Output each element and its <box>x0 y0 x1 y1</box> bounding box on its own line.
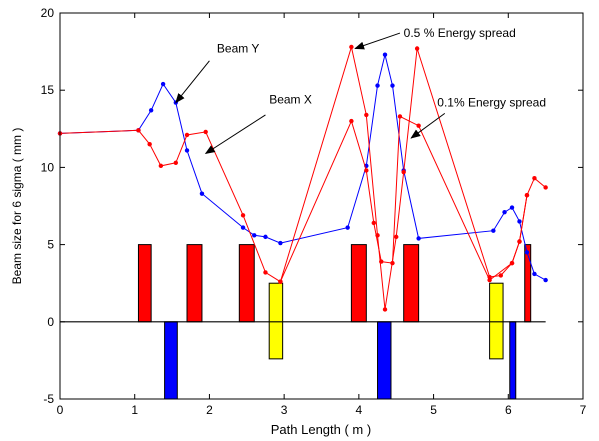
data-point <box>199 191 205 196</box>
data-point <box>382 52 388 57</box>
focusing-magnet <box>137 244 152 323</box>
yellow-element <box>489 282 504 360</box>
data-point <box>524 250 530 255</box>
data-point <box>416 123 421 128</box>
data-point <box>487 277 492 283</box>
x-tick-label: 4 <box>356 403 363 417</box>
data-point <box>532 176 537 181</box>
data-point <box>160 81 166 87</box>
y-tick-label: 0 <box>47 315 54 329</box>
data-point <box>158 163 164 169</box>
data-point <box>148 108 154 113</box>
annotation-arrow <box>175 60 210 104</box>
data-point <box>416 236 421 241</box>
x-tick-label: 2 <box>206 403 213 417</box>
data-point <box>524 192 530 198</box>
y-tick-label: 15 <box>41 83 55 97</box>
data-point <box>390 83 395 88</box>
data-point <box>379 259 384 264</box>
data-point <box>532 271 537 277</box>
annotation-arrow <box>354 32 401 50</box>
data-point <box>517 239 522 244</box>
defocusing-magnet <box>164 321 178 400</box>
x-tick-label: 6 <box>505 403 512 417</box>
data-point <box>278 279 283 284</box>
data-point <box>263 270 268 275</box>
annotation-label: Beam Y <box>217 42 259 56</box>
focusing-magnet <box>524 244 532 323</box>
y-tick-label: 5 <box>47 238 54 252</box>
plot-area <box>60 13 583 399</box>
y-tick-label: 20 <box>41 6 55 20</box>
data-point <box>382 307 388 312</box>
data-point <box>173 160 179 165</box>
data-point <box>371 220 376 226</box>
defocusing-magnet <box>509 321 517 400</box>
annotation-label: 0.1% Energy spread <box>437 96 546 110</box>
data-point <box>397 114 403 119</box>
data-point <box>136 128 141 133</box>
y-axis-label: Beam size for 6 sigma ( mm ) <box>10 128 24 285</box>
plot-frame <box>59 12 584 400</box>
data-point <box>543 277 548 283</box>
x-tick-label: 7 <box>580 403 587 417</box>
data-point <box>517 219 522 224</box>
data-point <box>394 234 399 240</box>
data-point <box>240 225 246 230</box>
x-tick-label: 0 <box>57 403 64 417</box>
data-point <box>401 169 406 175</box>
data-point <box>509 205 515 210</box>
data-point <box>375 83 380 88</box>
annotation-label: 0.5 % Energy spread <box>404 26 516 40</box>
data-point <box>203 129 208 135</box>
focusing-magnet <box>186 244 203 323</box>
x-tick-label: 1 <box>131 403 138 417</box>
data-point <box>390 260 395 266</box>
data-point <box>252 233 257 238</box>
data-point <box>278 240 283 246</box>
yellow-element <box>268 282 284 360</box>
y-tick-label: 10 <box>41 160 55 174</box>
data-point <box>349 44 354 50</box>
series-2 <box>278 114 530 284</box>
data-point <box>509 260 515 266</box>
annotations: Beam Y Beam X 0.5 % Energy spread 0.1% Ener… <box>175 26 546 155</box>
data-point <box>502 209 507 215</box>
defocusing-magnet <box>377 321 392 400</box>
data-point <box>491 228 496 233</box>
data-point <box>543 185 548 190</box>
data-point <box>364 112 369 118</box>
data-point <box>240 213 246 218</box>
annotation-arrow <box>410 112 446 139</box>
data-point <box>349 118 354 124</box>
data-point <box>184 132 190 138</box>
data-point <box>414 46 420 51</box>
focusing-magnet <box>403 244 420 323</box>
data-point <box>498 273 504 278</box>
data-point <box>184 148 190 153</box>
data-point <box>345 225 350 230</box>
focusing-magnet <box>350 244 367 323</box>
data-point <box>263 234 268 240</box>
series-line <box>279 115 528 282</box>
data-point <box>364 168 369 173</box>
annotation-label: Beam X <box>269 92 312 106</box>
series-lines <box>57 44 548 312</box>
x-tick-label: 5 <box>430 403 437 417</box>
x-axis-label: Path Length ( m ) <box>271 422 371 437</box>
x-tick-label: 3 <box>281 403 288 417</box>
beamline-elements <box>137 244 532 400</box>
focusing-magnet <box>238 244 255 323</box>
y-tick-label: -5 <box>43 392 54 406</box>
annotation-arrow <box>204 114 266 155</box>
data-point <box>147 142 152 147</box>
